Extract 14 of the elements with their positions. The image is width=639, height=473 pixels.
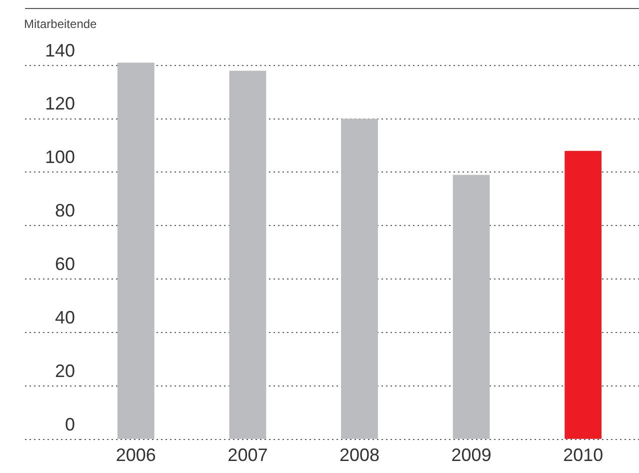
y-tick-label: 20: [54, 360, 75, 381]
y-tick-label: 60: [54, 254, 75, 274]
x-tick-label: 2009: [451, 445, 492, 466]
x-tick-label: 2006: [116, 445, 156, 466]
y-axis-title: Mitarbeitende: [24, 17, 97, 31]
x-tick-label: 2007: [228, 445, 268, 466]
y-tick-label: 120: [44, 94, 75, 114]
x-tick-label: 2008: [339, 445, 380, 466]
y-tick-label: 100: [44, 147, 75, 168]
y-tick-label: 140: [44, 40, 75, 60]
y-tick-label: 40: [54, 307, 75, 328]
y-tick-label: 0: [64, 414, 75, 434]
y-tick-label: 80: [54, 200, 75, 221]
x-tick-label: 2010: [563, 445, 604, 466]
